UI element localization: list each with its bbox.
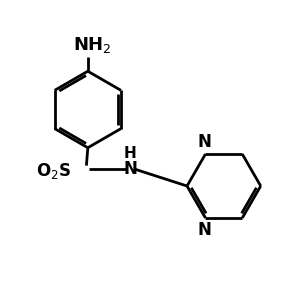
Text: H: H	[124, 146, 137, 161]
Text: O$_2$S: O$_2$S	[36, 161, 71, 181]
Text: N: N	[197, 133, 211, 151]
Text: N: N	[123, 160, 137, 178]
Text: NH$_2$: NH$_2$	[73, 35, 111, 55]
Text: N: N	[197, 221, 211, 239]
